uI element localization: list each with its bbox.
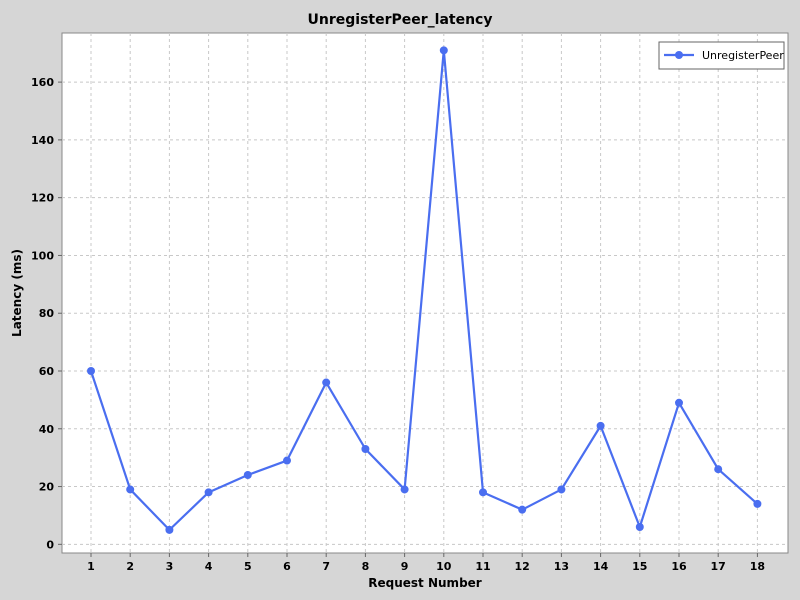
data-point (283, 456, 291, 465)
series-layer (87, 46, 762, 534)
x-tick-label: 5 (244, 560, 252, 573)
x-tick-label: 6 (283, 560, 291, 573)
x-tick-label: 11 (475, 560, 490, 573)
y-tick-label: 120 (31, 192, 54, 205)
x-tick-label: 17 (711, 560, 726, 573)
x-tick-label: 3 (166, 560, 174, 573)
x-tick-label: 12 (515, 560, 530, 573)
data-point (557, 485, 566, 494)
x-tick-label: 16 (671, 560, 687, 573)
x-tick-label: 9 (401, 560, 409, 573)
plot-area (61, 32, 789, 554)
data-point (126, 485, 135, 494)
data-point (675, 398, 683, 407)
y-tick-label: 100 (31, 249, 54, 262)
x-tick-label: 4 (205, 560, 213, 573)
legend: UnregisterPeer (658, 41, 785, 70)
x-tick-label: 7 (322, 560, 330, 573)
legend-label: UnregisterPeer (702, 49, 784, 62)
data-point (596, 421, 605, 430)
y-tick-label: 0 (46, 538, 54, 551)
data-point (753, 499, 762, 508)
x-tick-label: 18 (750, 560, 765, 573)
y-tick-label: 60 (39, 365, 55, 378)
x-tick-label: 14 (593, 560, 609, 573)
data-point (165, 525, 174, 534)
data-point (322, 378, 331, 387)
y-tick-label: 80 (39, 307, 55, 320)
data-point (400, 485, 409, 494)
x-tick-label: 10 (436, 560, 452, 573)
x-tick-label: 15 (632, 560, 647, 573)
data-point (518, 505, 527, 514)
y-tick-label: 140 (31, 134, 54, 147)
data-point (635, 523, 644, 531)
legend-marker (675, 51, 683, 59)
data-point (439, 46, 448, 55)
chart-title: UnregisterPeer_latency (307, 12, 493, 28)
y-tick-label: 160 (31, 76, 54, 89)
x-tick-label: 13 (554, 560, 569, 573)
y-axis-label: Latency (ms) (10, 249, 24, 337)
data-point (714, 465, 723, 474)
y-tick-label: 20 (39, 481, 55, 494)
x-tick-label: 8 (362, 560, 370, 573)
data-point (243, 471, 252, 479)
x-tick-label: 1 (87, 560, 95, 573)
data-point (204, 488, 213, 497)
data-point (361, 445, 370, 453)
x-tick-label: 2 (126, 560, 134, 573)
data-point (479, 488, 487, 497)
data-point (87, 367, 95, 375)
x-axis-label: Request Number (368, 576, 482, 590)
series-line (89, 49, 759, 531)
y-tick-label: 40 (39, 423, 55, 436)
